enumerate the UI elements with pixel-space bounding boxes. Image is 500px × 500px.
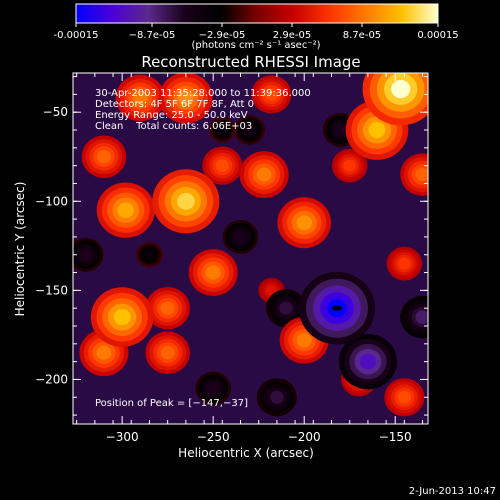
heatmap-source bbox=[160, 301, 175, 315]
heatmap-source bbox=[234, 230, 247, 243]
heatmap-source bbox=[96, 150, 112, 164]
heatmap-source bbox=[270, 390, 284, 404]
heatmap-source bbox=[143, 249, 156, 261]
heatmap-source bbox=[215, 159, 229, 173]
heatmap-source bbox=[391, 79, 411, 99]
colorbar-tick-label: −2.9e-05 bbox=[199, 30, 246, 41]
plot-area: −300 −250 −200 −150 −50 −100 −150 −200 bbox=[35, 72, 429, 444]
heatmap-source bbox=[397, 257, 411, 270]
energy-range-label: Energy Range: 25.0 - 50.0 keV bbox=[95, 110, 248, 121]
heatmap-source bbox=[343, 159, 357, 172]
y-tick-label: −200 bbox=[35, 372, 68, 386]
heatmap-source bbox=[178, 90, 194, 106]
peak-position-label: Position of Peak = [−147,−37] bbox=[95, 398, 248, 409]
colorbar-gradient bbox=[75, 3, 439, 24]
y-tick-label: −100 bbox=[35, 194, 68, 208]
time-range-label: 30-Apr-2003 11:35:28.000 to 11:39:36.000 bbox=[95, 88, 311, 99]
heatmap-source bbox=[397, 390, 412, 404]
clean-counts-label: Clean Total counts: 6.06E+03 bbox=[95, 121, 252, 132]
colorbar-tick-label: 8.7e-05 bbox=[343, 30, 381, 41]
colorbar-tick-label: 2.9e-05 bbox=[273, 30, 311, 41]
heatmap-source bbox=[132, 90, 148, 106]
colorbar-tick-label: -0.00015 bbox=[54, 30, 99, 41]
colorbar: -0.00015 −8.7e-05 −2.9e-05 2.9e-05 8.7e-05 0.… bbox=[54, 3, 459, 51]
heatmap-source bbox=[296, 215, 312, 231]
heatmap-source bbox=[79, 248, 93, 261]
heatmap-source bbox=[113, 309, 131, 326]
detectors-label: Detectors: 4F 5F 6F 7F 8F, Att 0 bbox=[95, 99, 254, 110]
heatmap-source bbox=[359, 353, 377, 370]
colorbar-tick-label: 0.00015 bbox=[417, 30, 458, 41]
y-tick-label: −150 bbox=[35, 283, 68, 297]
chart-title: Reconstructed RHESSI Image bbox=[141, 53, 360, 71]
heatmap-source bbox=[205, 265, 221, 280]
heatmap-source bbox=[334, 123, 347, 137]
heatmap-source bbox=[264, 88, 279, 101]
y-tick-label: −50 bbox=[43, 105, 68, 119]
axis-ticks: −300 −250 −200 −150 −50 −100 −150 −200 bbox=[35, 73, 428, 444]
colorbar-tick-label: −8.7e-05 bbox=[129, 30, 176, 41]
heatmap-source bbox=[368, 121, 386, 139]
heatmap-source bbox=[296, 333, 312, 348]
minimum-core bbox=[331, 305, 342, 311]
x-tick-label: −150 bbox=[379, 430, 412, 444]
x-axis-label: Heliocentric X (arcsec) bbox=[178, 446, 314, 460]
y-axis-label: Heliocentric Y (arcsec) bbox=[13, 182, 27, 317]
x-tick-label: −250 bbox=[197, 430, 230, 444]
heatmap-source bbox=[243, 124, 256, 136]
heatmap-source bbox=[117, 202, 134, 218]
heatmap-source bbox=[256, 167, 272, 182]
heatmap-source bbox=[206, 382, 220, 395]
plot-frame bbox=[72, 72, 429, 425]
colorbar-ticks: -0.00015 −8.7e-05 −2.9e-05 2.9e-05 8.7e-05 0.… bbox=[54, 23, 459, 41]
heatmap-source bbox=[96, 345, 112, 360]
heatmap-image bbox=[73, 73, 428, 417]
x-tick-label: −300 bbox=[106, 430, 139, 444]
footer-date: 2-Jun-2013 10:47 bbox=[409, 486, 496, 497]
heatmap-source bbox=[415, 310, 428, 324]
heatmap-source bbox=[415, 167, 428, 182]
colorbar-units-label: (photons cm⁻² s⁻¹ asec⁻²) bbox=[191, 40, 320, 51]
x-tick-label: −200 bbox=[288, 430, 321, 444]
info-annotations: 30-Apr-2003 11:35:28.000 to 11:39:36.000… bbox=[95, 88, 311, 409]
heatmap-source bbox=[177, 192, 195, 210]
heatmap-source bbox=[160, 346, 175, 360]
heatmap-source bbox=[279, 301, 293, 315]
heatmap-source bbox=[216, 124, 228, 136]
